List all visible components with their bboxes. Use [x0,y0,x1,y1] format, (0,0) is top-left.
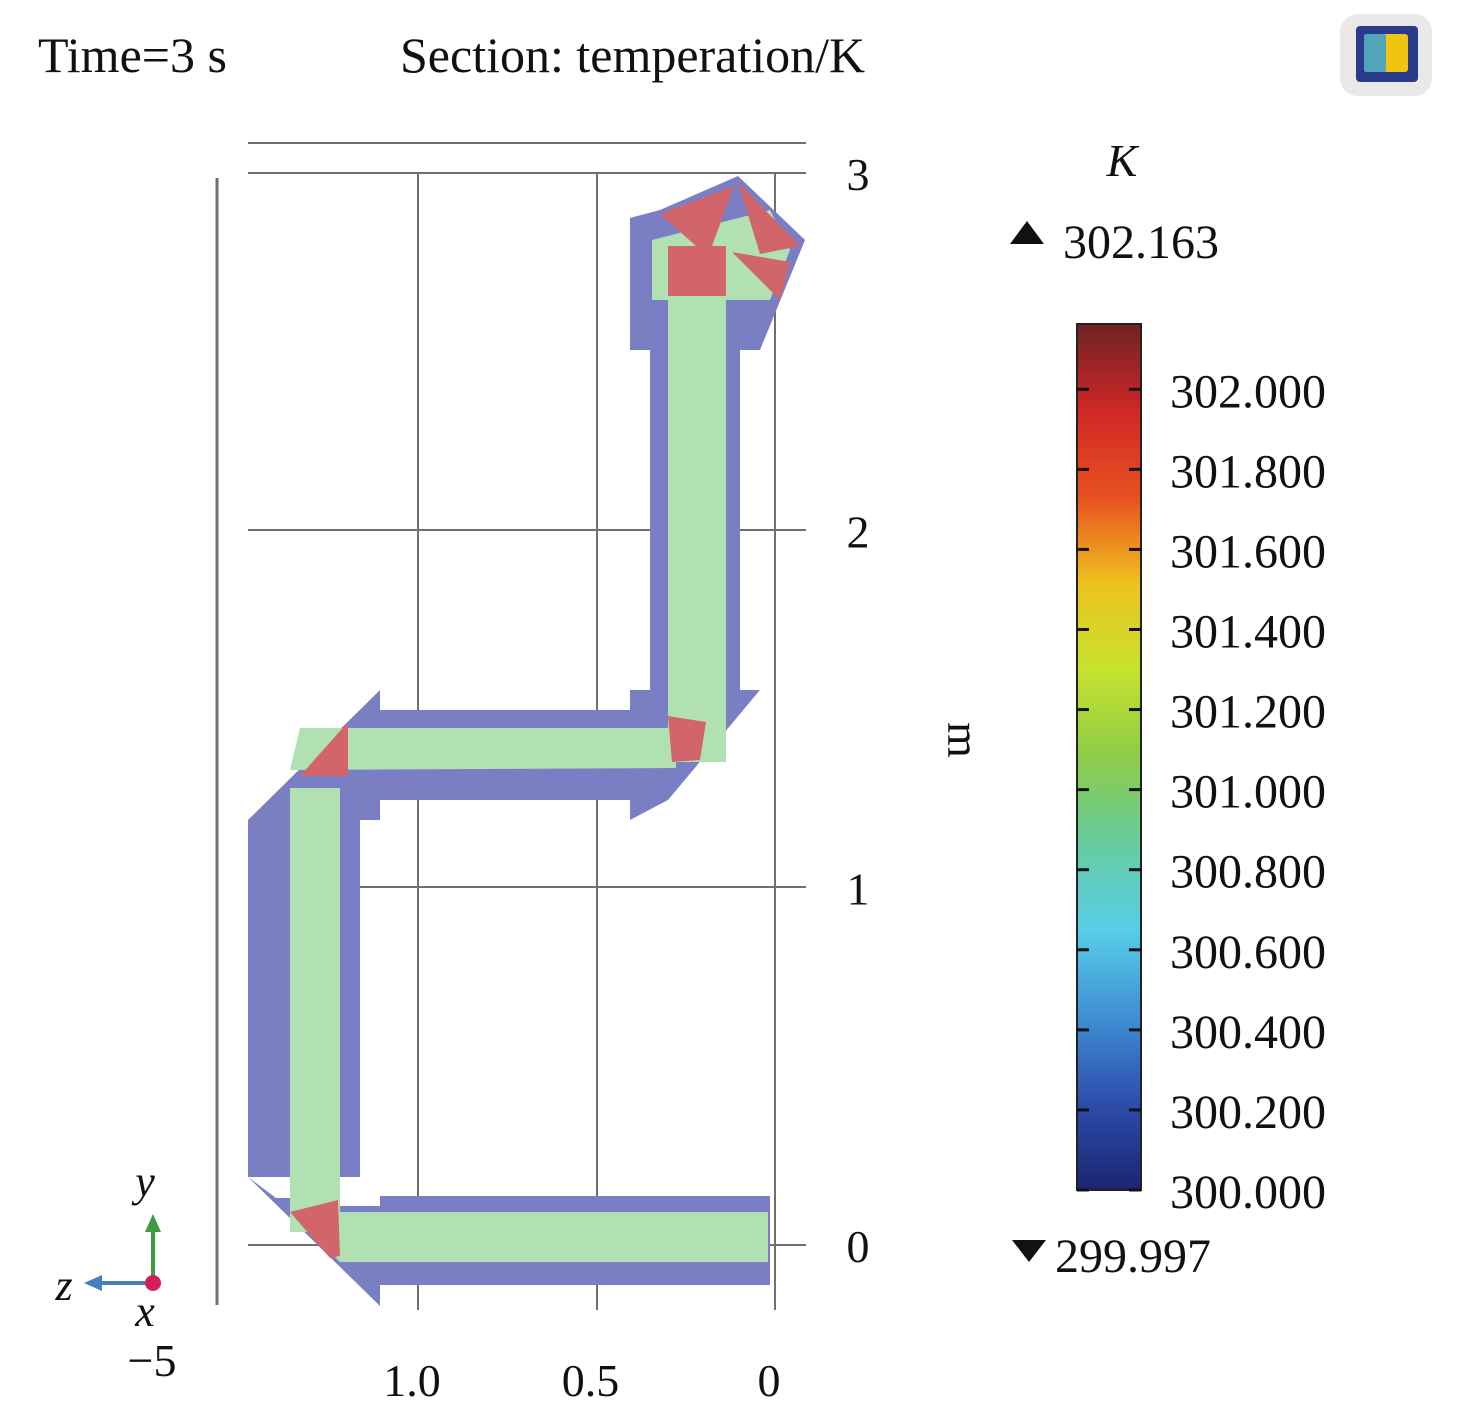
x-tick-label: 1.0 [383,1355,441,1406]
triad-x-label: x [134,1287,155,1336]
hot-spot-region [668,716,706,762]
y-axis-unit-label: m [938,722,989,758]
colorbar-tick-label: 301.400 [1170,605,1326,658]
hot-spot-region [732,252,790,300]
colorbar: K 302.163 302.000 301.800 301.600 301.400 30… [1010,135,1326,1283]
colorbar-tick-label: 301.800 [1170,445,1326,498]
hot-spot-region [668,246,726,296]
y-axis-ticks: 3 2 1 0 [847,149,870,1272]
x-tick-label: 0 [758,1355,781,1406]
section-title: Section: temperation/K [400,27,865,83]
temperature-field [248,176,805,1306]
colorbar-max-label: 302.163 [1063,216,1219,269]
hot-spot-region [660,186,734,246]
hot-spot-region [300,722,348,776]
colorbar-tick-label: 302.000 [1170,365,1326,418]
colorbar-tick-label: 301.600 [1170,525,1326,578]
y-tick-label: 0 [847,1221,870,1272]
colorbar-tick-label: 300.400 [1170,1006,1326,1059]
max-triangle-icon [1010,221,1044,244]
colorbar-tick-label: 300.800 [1170,846,1326,899]
y-tick-label: 2 [847,506,870,557]
plot-grid [215,142,806,1310]
min-triangle-icon [1012,1240,1046,1262]
triad-z-label: z [54,1261,72,1310]
triad-y-label: y [131,1157,155,1206]
colorbar-unit-label: K [1106,135,1140,186]
pipe-core-region [290,728,676,770]
hot-spot-region [290,1200,340,1258]
z-arrow-icon [84,1275,102,1291]
y-tick-label: 3 [847,149,870,200]
colorbar-ramp [1076,323,1142,1191]
offset-label: −5 [128,1335,177,1386]
colorbar-min-label: 299.997 [1055,1230,1211,1283]
x-axis-dot-icon [145,1275,161,1291]
colorbar-tick-label: 300.600 [1170,926,1326,979]
x-tick-label: 0.5 [562,1355,620,1406]
pipe-core-region [290,788,340,1232]
colorbar-tick-label: 301.200 [1170,686,1326,739]
pipe-core-region [290,1212,768,1262]
colormap-box-icon[interactable] [1340,14,1432,96]
hot-spot-region [738,182,800,254]
y-tick-label: 1 [847,864,870,915]
colorbar-tick-label: 300.000 [1170,1166,1326,1219]
time-label: Time=3 s [38,27,227,83]
pipe-wall-region [248,820,270,1177]
y-arrow-icon [145,1214,161,1232]
colorbar-tick-label: 301.000 [1170,766,1326,819]
axes-triad: y z x −5 [54,1157,176,1386]
pipe-core-region [668,300,726,762]
colorbar-tick-label: 300.200 [1170,1086,1326,1139]
x-axis-ticks: 1.0 0.5 0 [383,1355,780,1406]
